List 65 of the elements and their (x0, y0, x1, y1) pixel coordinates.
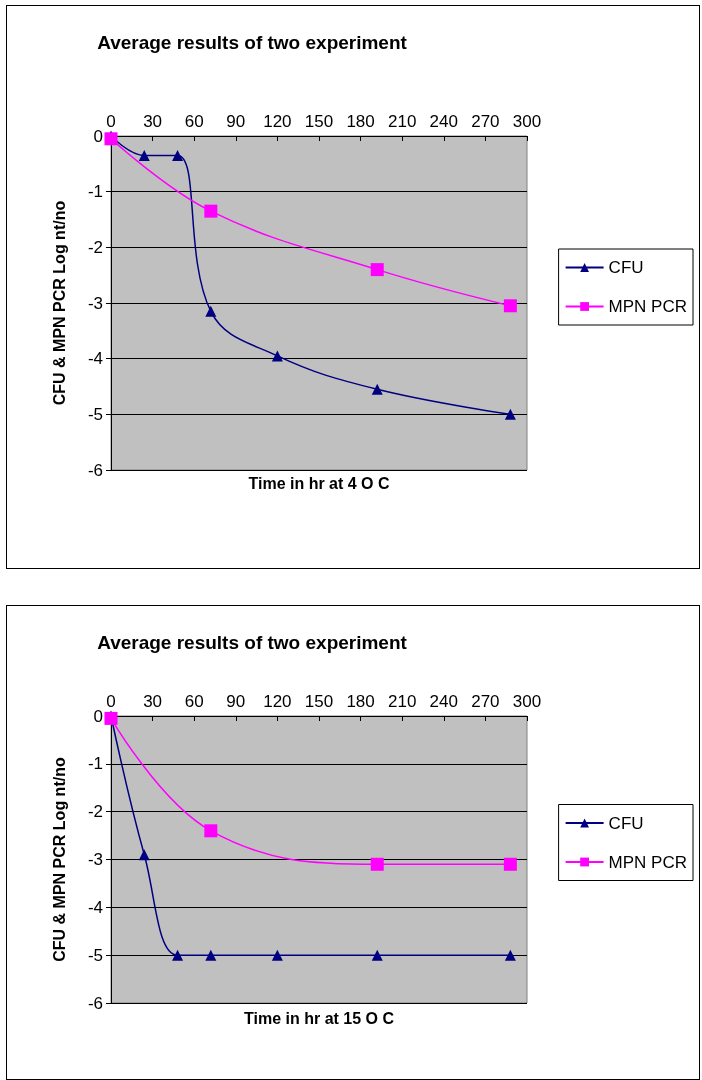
y-axis-title: CFU & MPN PCR Log nt/no (50, 757, 68, 962)
y-tick-label: 0 (93, 706, 103, 726)
point (205, 949, 217, 961)
x-axis-title: Time in hr at 4 O C (248, 474, 390, 492)
y-tick-label: -6 (87, 993, 103, 1013)
y-tick-label: -1 (87, 182, 103, 202)
point (370, 263, 384, 277)
x-tick-label: 300 (512, 692, 542, 711)
x-tick-label: 150 (304, 692, 334, 711)
point (271, 350, 283, 362)
point (504, 408, 516, 420)
x-tick-label: 240 (429, 112, 458, 131)
y-axis-title: CFU & MPN PCR Log nt/no (50, 200, 68, 406)
x-tick-label: 60 (184, 112, 204, 131)
point (205, 305, 217, 317)
chart-title: Average results of two experiment (97, 632, 408, 653)
point (172, 149, 184, 161)
x-tick-label: 120 (263, 692, 292, 711)
point (104, 132, 118, 146)
y-tick-label: -1 (87, 754, 103, 774)
y-tick-label: -5 (87, 945, 103, 965)
x-tick-label: 180 (346, 112, 375, 131)
legend-label: MPN PCR (608, 297, 688, 316)
x-tick-label: 180 (346, 692, 375, 711)
y-tick-label: -6 (87, 460, 103, 480)
point (271, 949, 283, 961)
point (503, 299, 517, 313)
x-tick-label: 90 (226, 112, 246, 131)
point (370, 857, 384, 871)
x-tick-label: 270 (471, 692, 500, 711)
x-tick-label: 120 (263, 112, 292, 131)
y-tick-label: -2 (87, 802, 103, 822)
point (204, 824, 218, 838)
x-tick-label: 30 (143, 112, 163, 131)
y-tick-label: 0 (93, 126, 103, 146)
x-tick-label: 0 (106, 692, 116, 711)
y-tick-label: -4 (87, 897, 103, 917)
x-tick-label: 270 (471, 112, 500, 131)
chart-title: Average results of two experiment (97, 32, 408, 53)
legend-label: CFU (608, 813, 644, 833)
x-tick-label: 30 (143, 692, 163, 711)
point (172, 949, 184, 961)
point (371, 383, 383, 395)
y-tick-label: -4 (87, 349, 103, 369)
y-tick-label: -5 (87, 404, 103, 424)
x-tick-label: 90 (226, 692, 246, 711)
legend-label: MPN PCR (608, 852, 688, 872)
x-tick-label: 210 (388, 692, 417, 711)
x-tick-label: 150 (304, 112, 334, 131)
y-tick-label: -3 (87, 850, 103, 869)
x-tick-label: 210 (388, 112, 417, 131)
x-tick-label: 0 (106, 112, 116, 131)
point (371, 949, 383, 961)
legend-label: CFU (608, 258, 644, 277)
x-axis-title: Time in hr at 15 O C (244, 1009, 395, 1027)
y-tick-label: -3 (87, 293, 103, 313)
point (504, 949, 516, 961)
point (503, 857, 517, 871)
y-tick-label: -2 (87, 237, 103, 257)
x-tick-label: 300 (512, 112, 542, 131)
point (138, 149, 150, 161)
point (138, 849, 150, 861)
x-tick-label: 60 (184, 692, 204, 711)
point (204, 204, 218, 218)
x-tick-label: 240 (429, 692, 458, 711)
